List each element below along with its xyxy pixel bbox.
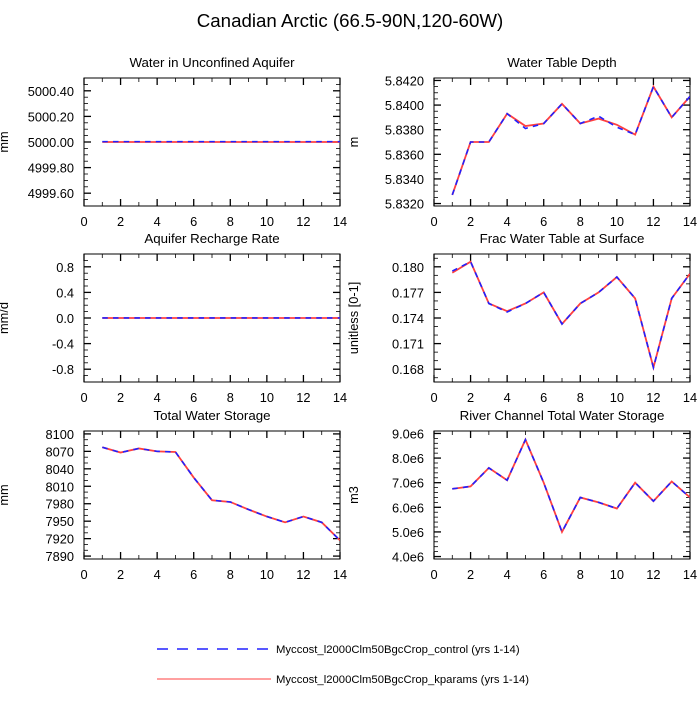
- svg-text:10: 10: [610, 390, 624, 405]
- svg-text:14: 14: [333, 390, 347, 405]
- svg-text:0.177: 0.177: [392, 285, 424, 300]
- svg-text:5000.00: 5000.00: [28, 135, 74, 150]
- svg-text:Water in Unconfined Aquifer: Water in Unconfined Aquifer: [129, 55, 295, 70]
- svg-text:mm: mm: [0, 131, 11, 152]
- svg-text:mm: mm: [0, 484, 11, 505]
- svg-text:8: 8: [577, 567, 584, 582]
- svg-text:4999.80: 4999.80: [28, 161, 74, 176]
- svg-text:6: 6: [540, 567, 547, 582]
- svg-text:2: 2: [467, 214, 474, 229]
- svg-text:5.8420: 5.8420: [385, 73, 424, 88]
- svg-text:4: 4: [504, 567, 511, 582]
- svg-text:0.180: 0.180: [392, 260, 424, 275]
- svg-text:0: 0: [430, 390, 437, 405]
- svg-text:8: 8: [227, 214, 234, 229]
- svg-text:8010: 8010: [46, 479, 74, 494]
- svg-text:8: 8: [227, 567, 234, 582]
- svg-text:mm/d: mm/d: [0, 302, 11, 334]
- svg-text:14: 14: [683, 567, 697, 582]
- svg-text:0: 0: [80, 390, 87, 405]
- svg-text:7920: 7920: [46, 532, 74, 547]
- svg-text:14: 14: [683, 214, 697, 229]
- svg-text:12: 12: [646, 390, 660, 405]
- svg-text:10: 10: [260, 390, 274, 405]
- svg-text:0.168: 0.168: [392, 362, 424, 377]
- svg-text:Total Water Storage: Total Water Storage: [153, 408, 270, 423]
- svg-text:0.8: 0.8: [56, 260, 74, 275]
- svg-text:8.0e6: 8.0e6: [392, 451, 424, 466]
- svg-text:8070: 8070: [46, 444, 74, 459]
- svg-text:4: 4: [504, 390, 511, 405]
- svg-text:4.0e6: 4.0e6: [392, 550, 424, 565]
- svg-text:6: 6: [190, 214, 197, 229]
- svg-text:2: 2: [117, 567, 124, 582]
- svg-text:unitless [0-1]: unitless [0-1]: [346, 282, 361, 355]
- svg-text:Myccost_l2000Clm50BgcCrop_cont: Myccost_l2000Clm50BgcCrop_control (yrs 1…: [276, 644, 520, 656]
- svg-text:12: 12: [296, 214, 310, 229]
- svg-text:5000.40: 5000.40: [28, 84, 74, 99]
- svg-text:12: 12: [646, 214, 660, 229]
- svg-text:2: 2: [467, 567, 474, 582]
- svg-text:0: 0: [80, 214, 87, 229]
- svg-text:9.0e6: 9.0e6: [392, 426, 424, 441]
- svg-text:10: 10: [260, 567, 274, 582]
- svg-text:5.8360: 5.8360: [385, 147, 424, 162]
- svg-text:5.0e6: 5.0e6: [392, 525, 424, 540]
- svg-text:4: 4: [504, 214, 511, 229]
- svg-text:Canadian Arctic (66.5-90N,120-: Canadian Arctic (66.5-90N,120-60W): [197, 10, 503, 31]
- svg-text:4999.60: 4999.60: [28, 186, 74, 201]
- svg-text:8: 8: [577, 390, 584, 405]
- svg-text:2: 2: [117, 214, 124, 229]
- svg-text:14: 14: [683, 390, 697, 405]
- svg-text:Aquifer Recharge Rate: Aquifer Recharge Rate: [144, 231, 279, 246]
- svg-text:Water Table Depth: Water Table Depth: [507, 55, 616, 70]
- svg-text:m: m: [346, 137, 361, 148]
- svg-text:5.8320: 5.8320: [385, 197, 424, 212]
- svg-text:2: 2: [117, 390, 124, 405]
- svg-text:0: 0: [430, 567, 437, 582]
- svg-text:8: 8: [227, 390, 234, 405]
- svg-text:-0.4: -0.4: [52, 337, 74, 352]
- svg-text:8: 8: [577, 214, 584, 229]
- svg-text:10: 10: [610, 567, 624, 582]
- svg-text:River Channel Total Water Stor: River Channel Total Water Storage: [460, 408, 665, 423]
- svg-text:0.0: 0.0: [56, 311, 74, 326]
- svg-text:5.8400: 5.8400: [385, 98, 424, 113]
- svg-text:5.8340: 5.8340: [385, 172, 424, 187]
- svg-text:6.0e6: 6.0e6: [392, 500, 424, 515]
- svg-text:-0.8: -0.8: [52, 362, 74, 377]
- svg-text:7950: 7950: [46, 514, 74, 529]
- svg-text:7.0e6: 7.0e6: [392, 476, 424, 491]
- svg-text:7980: 7980: [46, 497, 74, 512]
- svg-text:6: 6: [540, 214, 547, 229]
- svg-text:0.174: 0.174: [392, 311, 424, 326]
- svg-text:Frac Water Table at Surface: Frac Water Table at Surface: [480, 231, 645, 246]
- svg-text:8040: 8040: [46, 462, 74, 477]
- svg-text:0: 0: [430, 214, 437, 229]
- svg-text:4: 4: [154, 214, 161, 229]
- svg-text:8100: 8100: [46, 427, 74, 442]
- svg-text:0.4: 0.4: [56, 285, 74, 300]
- svg-text:6: 6: [190, 390, 197, 405]
- svg-text:5000.20: 5000.20: [28, 109, 74, 124]
- svg-text:0: 0: [80, 567, 87, 582]
- svg-text:m3: m3: [346, 486, 361, 504]
- svg-text:12: 12: [646, 567, 660, 582]
- svg-text:4: 4: [154, 567, 161, 582]
- svg-text:7890: 7890: [46, 549, 74, 564]
- svg-text:2: 2: [467, 390, 474, 405]
- svg-text:0.171: 0.171: [392, 337, 424, 352]
- svg-text:12: 12: [296, 390, 310, 405]
- svg-text:14: 14: [333, 567, 347, 582]
- svg-text:6: 6: [540, 390, 547, 405]
- svg-text:Myccost_l2000Clm50BgcCrop_kpar: Myccost_l2000Clm50BgcCrop_kparams (yrs 1…: [276, 674, 529, 686]
- svg-text:6: 6: [190, 567, 197, 582]
- svg-text:12: 12: [296, 567, 310, 582]
- svg-text:5.8380: 5.8380: [385, 123, 424, 138]
- svg-text:4: 4: [154, 390, 161, 405]
- svg-text:10: 10: [260, 214, 274, 229]
- svg-text:14: 14: [333, 214, 347, 229]
- svg-text:10: 10: [610, 214, 624, 229]
